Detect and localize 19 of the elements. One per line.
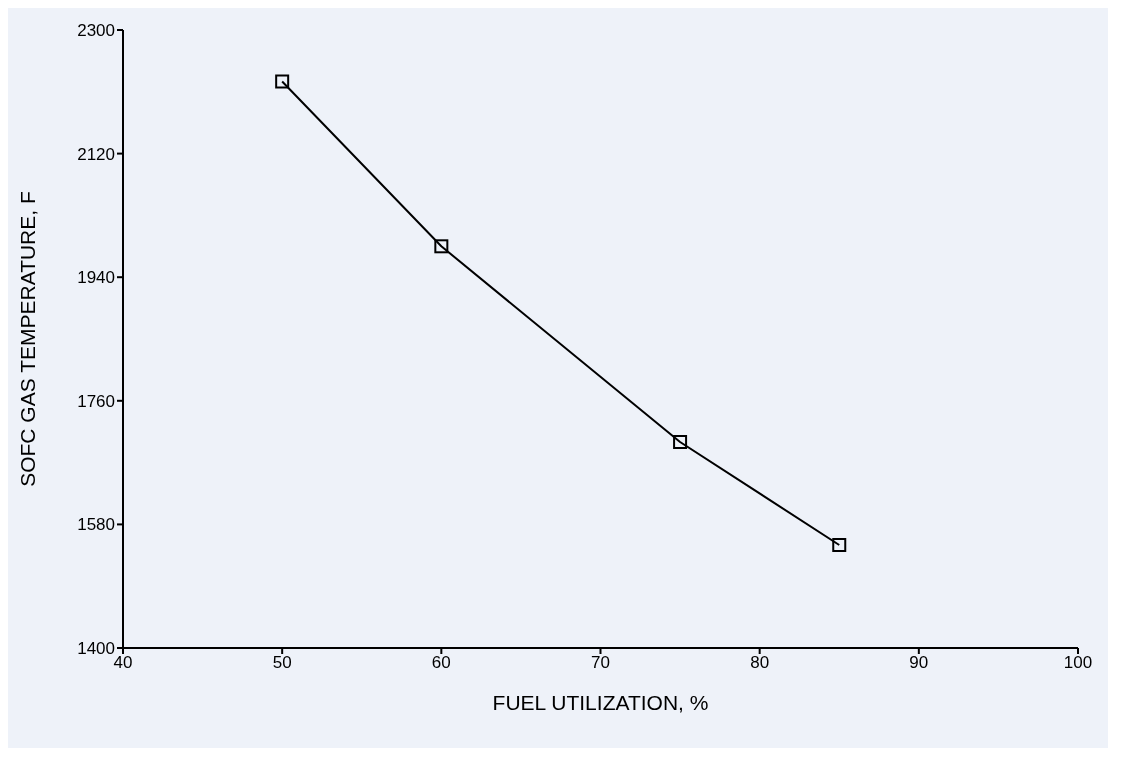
x-tick-label: 50: [272, 653, 292, 673]
y-tick-label: 1940: [77, 268, 115, 288]
x-tick-label: 100: [1063, 653, 1093, 673]
y-axis-title: SOFC GAS TEMPERATURE, F: [16, 191, 40, 487]
point: [275, 74, 290, 89]
x-tick-label: 90: [909, 653, 929, 673]
y-tick-label: 1760: [77, 391, 115, 411]
x-tick-label: 60: [431, 653, 451, 673]
x-tick-label: 80: [750, 653, 770, 673]
y-tick-label: 2300: [77, 21, 115, 41]
point: [434, 239, 449, 254]
y-tick-label: 1580: [77, 515, 115, 535]
y-tick-label: 1400: [77, 639, 115, 659]
y-tick-label: 2120: [77, 144, 115, 164]
point: [673, 435, 688, 449]
point: [832, 538, 847, 552]
x-tick-label: 70: [591, 653, 610, 673]
x-tick-label: 40: [113, 653, 133, 673]
x-axis-title: FUEL UTILIZATION, %: [492, 691, 709, 714]
